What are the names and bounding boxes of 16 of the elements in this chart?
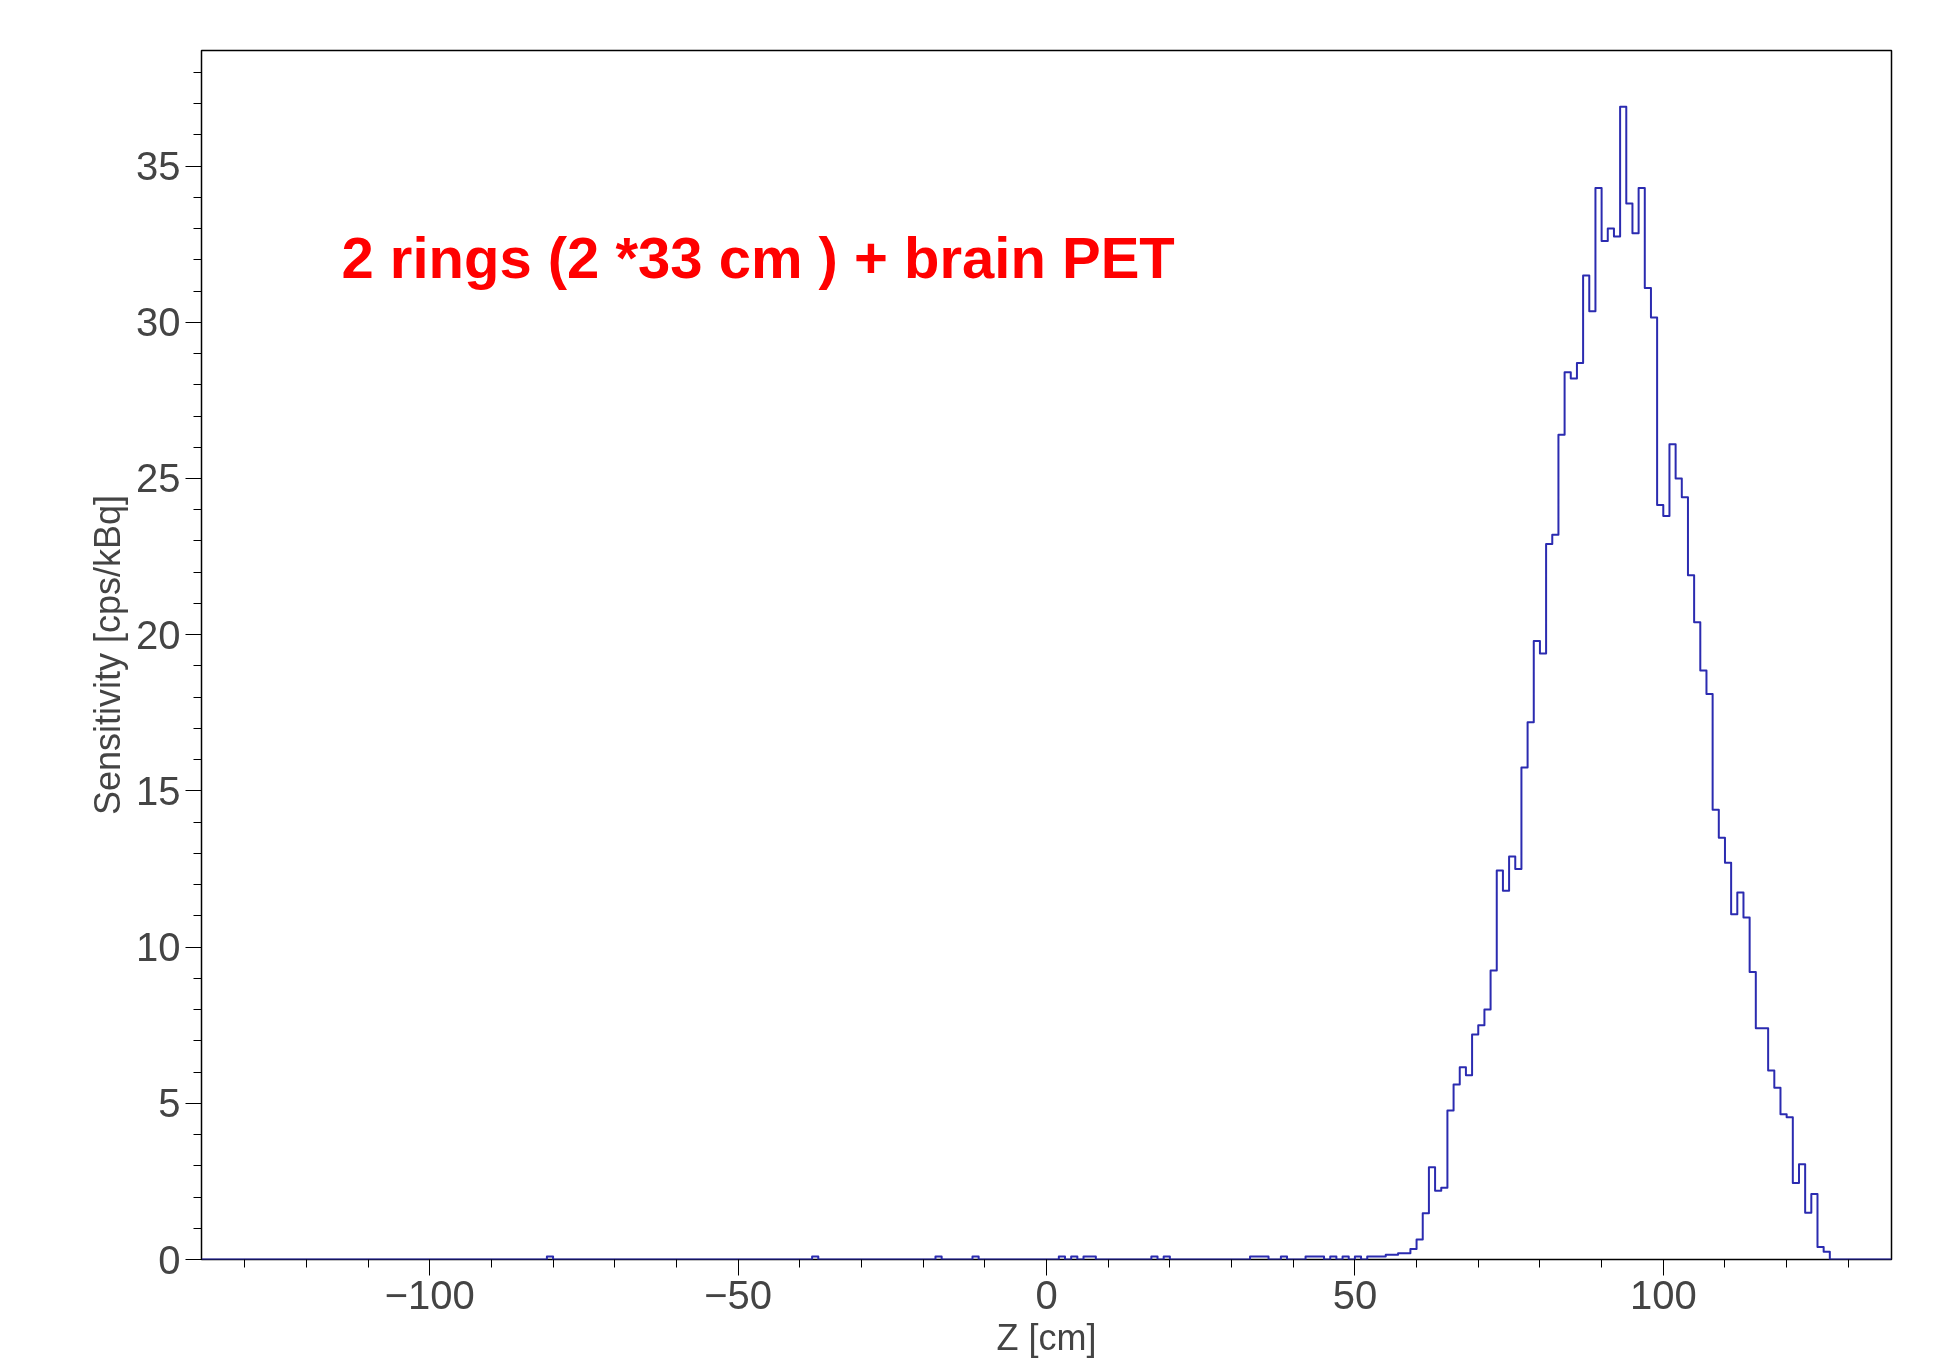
annotation: 2 rings (2 *33 cm ) + brain PET [341,224,1175,290]
x-tick-label: 50 [1332,1272,1378,1317]
x-tick-label: 0 [1035,1272,1058,1317]
x-axis-title: Z [cm] [996,1316,1097,1358]
y-axis-title: Sensitivity [cps/kBq] [87,494,129,816]
x-tick-label: −100 [384,1272,475,1317]
x-tick-label: −50 [704,1272,773,1317]
x-tick-label: 100 [1629,1272,1697,1317]
y-tick-label: 25 [136,456,181,501]
y-tick-label: 20 [136,612,181,657]
y-tick-label: 0 [158,1237,181,1282]
y-tick-label: 35 [136,144,181,189]
y-tick-label: 30 [136,300,181,345]
y-tick-label: 5 [158,1081,181,1126]
y-tick-label: 10 [136,925,181,970]
y-tick-label: 15 [136,768,181,813]
